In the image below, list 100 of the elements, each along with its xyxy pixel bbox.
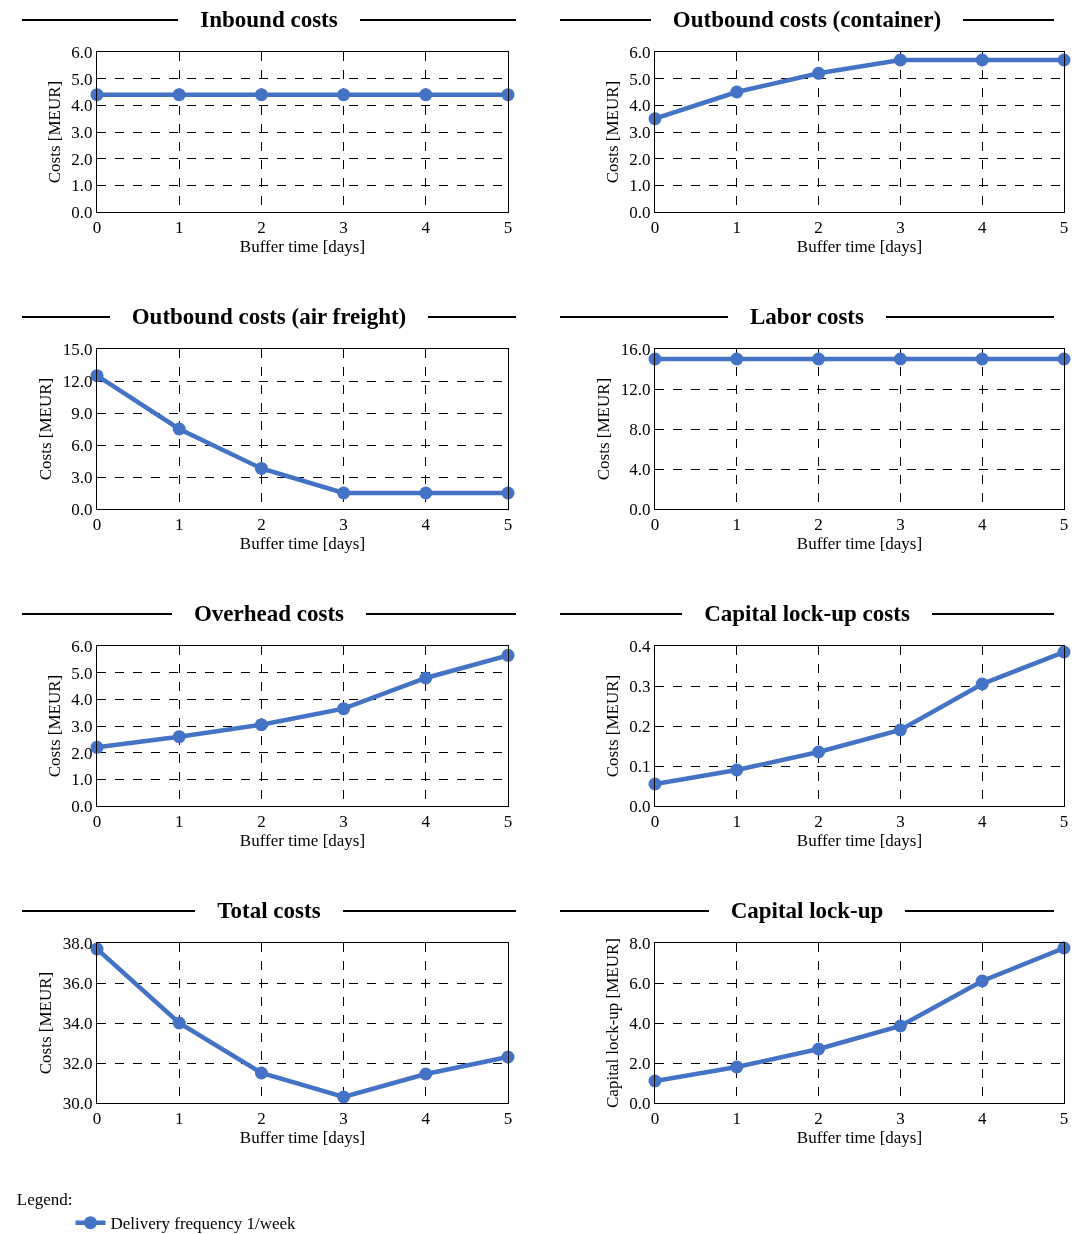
point	[254, 461, 268, 475]
point	[730, 1060, 744, 1074]
point	[172, 422, 186, 436]
y-axis-title: Costs [MEUR]	[594, 377, 614, 481]
y-tick-label: 36.0	[62, 973, 93, 993]
x-tick-label: 5	[503, 515, 513, 535]
y-tick-label: 0.0	[629, 1093, 651, 1113]
x-tick-label: 0	[92, 1109, 102, 1129]
x-tick-label: 4	[977, 515, 987, 535]
y-tick-label: 12.0	[620, 379, 651, 399]
point	[254, 1066, 268, 1080]
x-tick-label: 4	[977, 812, 987, 832]
y-tick-label: 3.0	[71, 716, 93, 736]
y-tick-label: 16.0	[620, 339, 651, 359]
y-tick-label: 4.0	[629, 96, 651, 116]
y-tick-label: 5.0	[629, 69, 651, 89]
point	[812, 745, 826, 759]
point	[893, 723, 907, 737]
x-tick-label: 1	[174, 1109, 184, 1129]
x-tick-label: 5	[503, 1109, 513, 1129]
x-tick-label: 4	[977, 1109, 987, 1129]
y-tick-label: 1.0	[71, 176, 93, 196]
chart-title: Labor costs	[538, 297, 1076, 337]
y-tick-label: 4.0	[629, 459, 651, 479]
y-axis-title: Costs [MEUR]	[36, 971, 56, 1075]
y-tick-label: 3.0	[71, 122, 93, 142]
point	[975, 677, 989, 691]
chart-title: Outbound costs (air freight)	[0, 297, 538, 337]
y-tick-label: 3.0	[71, 467, 93, 487]
y-tick-label: 4.0	[629, 1013, 651, 1033]
x-tick-label: 5	[503, 812, 513, 832]
chart-title: Outbound costs (container)	[538, 0, 1076, 40]
chart-title: Total costs	[0, 891, 538, 931]
point	[812, 66, 826, 80]
y-tick-label: 6.0	[71, 435, 93, 455]
x-tick-label: 4	[421, 1109, 431, 1129]
y-tick-label: 0.0	[629, 499, 651, 519]
point	[419, 1067, 433, 1081]
y-tick-label: 0.0	[71, 499, 93, 519]
x-tick-label: 0	[650, 218, 660, 238]
x-tick-label: 3	[339, 812, 348, 832]
x-tick-label: 1	[732, 812, 742, 832]
x-tick-label: 4	[421, 812, 431, 832]
point	[419, 486, 433, 500]
y-tick-label: 4.0	[71, 96, 93, 116]
x-tick-label: 5	[1059, 1109, 1069, 1129]
x-tick-label: 2	[814, 515, 823, 535]
point	[730, 85, 744, 99]
y-tick-label: 0.2	[629, 716, 651, 736]
x-tick-label: 3	[896, 812, 905, 832]
x-tick-label: 4	[421, 515, 431, 535]
chart-title: Overhead costs	[0, 594, 538, 634]
y-tick-label: 6.0	[71, 42, 93, 62]
x-axis-title: Buffer time [days]	[796, 237, 923, 257]
point	[893, 53, 907, 67]
x-tick-label: 2	[257, 812, 266, 832]
chart-title: Inbound costs	[0, 0, 538, 40]
point	[812, 1042, 826, 1056]
chart-title: Capital lock-up	[538, 891, 1076, 931]
y-tick-label: 2.0	[629, 1053, 651, 1073]
x-tick-label: 4	[977, 218, 987, 238]
x-tick-label: 5	[503, 218, 513, 238]
x-tick-label: 2	[257, 1109, 266, 1129]
x-tick-label: 0	[650, 812, 660, 832]
y-tick-label: 12.0	[62, 371, 93, 391]
x-tick-label: 2	[257, 218, 266, 238]
y-axis-title: Costs [MEUR]	[36, 377, 56, 481]
y-tick-label: 8.0	[629, 933, 651, 953]
x-axis-title: Buffer time [days]	[796, 534, 923, 554]
x-tick-label: 0	[92, 812, 102, 832]
point	[172, 1016, 186, 1030]
y-axis-title: Capital lock-up [MEUR]	[602, 938, 622, 1108]
point	[172, 730, 186, 744]
point	[893, 1019, 907, 1033]
y-tick-label: 6.0	[629, 973, 651, 993]
y-tick-label: 0.0	[629, 796, 651, 816]
x-tick-label: 5	[1059, 812, 1069, 832]
y-tick-label: 0.0	[629, 202, 651, 222]
x-axis-title: Buffer time [days]	[796, 831, 923, 851]
x-tick-label: 3	[339, 218, 348, 238]
x-tick-label: 1	[732, 1109, 742, 1129]
x-axis-title: Buffer time [days]	[239, 534, 366, 554]
y-tick-label: 32.0	[62, 1053, 93, 1073]
y-tick-label: 0.0	[71, 202, 93, 222]
point	[254, 718, 268, 732]
y-tick-label: 1.0	[629, 176, 651, 196]
y-tick-label: 0.3	[629, 676, 651, 696]
x-tick-label: 2	[257, 515, 266, 535]
x-tick-label: 1	[732, 515, 742, 535]
x-tick-label: 2	[814, 1109, 823, 1129]
y-tick-label: 2.0	[71, 149, 93, 169]
x-axis-title: Buffer time [days]	[239, 1128, 366, 1148]
x-tick-label: 0	[92, 218, 102, 238]
y-tick-label: 9.0	[71, 403, 93, 423]
y-tick-label: 15.0	[62, 339, 93, 359]
point	[730, 763, 744, 777]
x-tick-label: 0	[92, 515, 102, 535]
point	[975, 53, 989, 67]
x-tick-label: 1	[174, 218, 184, 238]
x-tick-label: 3	[339, 1109, 348, 1129]
